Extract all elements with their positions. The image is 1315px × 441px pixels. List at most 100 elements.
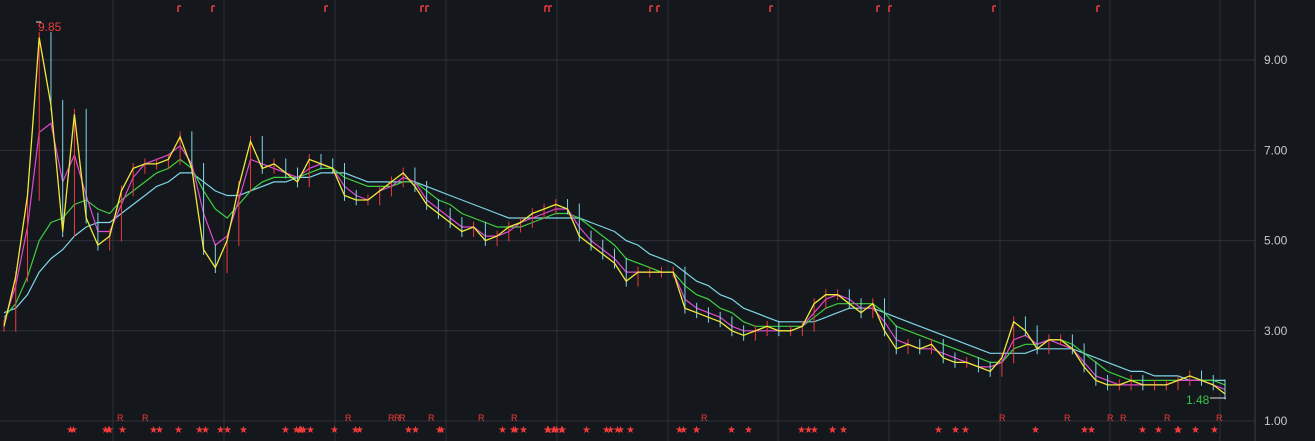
star-marker-56: ★ [828,425,837,436]
star-marker-47: ★ [679,425,688,436]
star-marker-68: ★ [1191,425,1200,436]
star-marker-38: ★ [557,425,566,436]
star-marker-23: ★ [355,425,364,436]
y-axis: 1.00 3.00 5.00 7.00 9.00 [1264,53,1288,428]
star-marker-14: ★ [281,425,290,436]
star-marker-30: ★ [511,425,520,436]
star-marker-35: ★ [549,425,558,436]
star-marker-66: ★ [1173,425,1182,436]
star-marker-17: ★ [296,425,305,436]
star-marker-6: ★ [149,425,158,436]
star-marker-40: ★ [582,425,591,436]
star-marker-60: ★ [961,425,970,436]
star-marker-51: ★ [744,425,753,436]
r-marker-0: R [117,413,124,423]
star-marker-15: ★ [292,425,301,436]
star-marker-28: ★ [498,425,507,436]
star-marker-7: ★ [155,425,164,436]
star-marker-33: ★ [543,425,552,436]
y-tick-label-2: 5.00 [1264,234,1288,248]
r-marker-4: R [394,413,401,423]
r-marker-10: R [999,413,1006,423]
max-price-label: 9.85 [38,20,62,34]
star-marker-29: ★ [509,425,518,436]
r-marker-12: R [1107,413,1114,423]
r-marker-14: R [1164,413,1171,423]
ma-mid-line [3,158,1226,386]
r-marker-5: R [399,413,406,423]
y-tick-label-3: 7.00 [1264,143,1288,157]
r-marker-13: R [1120,413,1127,423]
star-marker-43: ★ [613,425,622,436]
top-markers [177,5,1100,12]
star-marker-25: ★ [411,425,420,436]
star-marker-55: ★ [828,425,837,436]
star-marker-31: ★ [519,425,528,436]
star-marker-0: ★ [66,425,75,436]
star-marker-52: ★ [797,425,806,436]
y-tick-label-1: 3.00 [1264,324,1288,338]
star-marker-18: ★ [297,425,306,436]
star-marker-1: ★ [69,425,78,436]
star-marker-36: ★ [550,425,559,436]
r-marker-15: R [1216,413,1223,423]
star-marker-54: ★ [810,425,819,436]
star-marker-49: ★ [692,425,701,436]
star-marker-57: ★ [839,425,848,436]
star-marker-64: ★ [1138,425,1147,436]
star-marker-2: ★ [101,425,110,436]
y-tick-label-0: 1.00 [1264,414,1288,428]
star-marker-62: ★ [1080,425,1089,436]
star-marker-32: ★ [543,425,552,436]
star-marker-34: ★ [544,425,553,436]
series-layer [3,32,1226,400]
star-marker-44: ★ [616,425,625,436]
bottom-markers: ★★ ★★★ ★ ★★ ★ ★★ ★★ ★ ★ ★★★★★★ ★ ★★ ★★ ★★ ★ ★★ ★ ★★★★★★★★… [66,413,1223,436]
star-marker-69: ★ [1210,425,1219,436]
star-marker-5: ★ [118,425,127,436]
price-line [3,37,1226,395]
star-marker-37: ★ [552,425,561,436]
star-marker-53: ★ [804,425,813,436]
star-marker-16: ★ [295,425,304,436]
annotations: 9.85 1.48 [36,20,1226,407]
star-marker-46: ★ [675,425,684,436]
star-marker-9: ★ [195,425,204,436]
star-marker-48: ★ [692,425,701,436]
star-marker-45: ★ [626,425,635,436]
star-marker-8: ★ [174,425,183,436]
star-marker-11: ★ [216,425,225,436]
star-marker-50: ★ [727,425,736,436]
star-marker-13: ★ [239,425,248,436]
star-marker-59: ★ [951,425,960,436]
star-marker-12: ★ [223,425,232,436]
star-marker-10: ★ [201,425,210,436]
star-marker-21: ★ [330,425,339,436]
r-marker-7: R [478,413,485,423]
r-marker-9: R [701,413,708,423]
star-marker-3: ★ [104,425,113,436]
r-marker-8: R [511,413,518,423]
min-price-label: 1.48 [1186,393,1210,407]
star-marker-67: ★ [1174,425,1183,436]
star-marker-42: ★ [606,425,615,436]
star-marker-61: ★ [1031,425,1040,436]
star-marker-22: ★ [351,425,360,436]
star-marker-63: ★ [1087,425,1096,436]
ma-slow-line [3,172,1225,381]
star-marker-65: ★ [1154,425,1163,436]
star-marker-19: ★ [299,425,308,436]
star-marker-20: ★ [306,425,315,436]
star-marker-24: ★ [404,425,413,436]
r-marker-11: R [1064,413,1071,423]
star-marker-27: ★ [437,425,446,436]
r-marker-6: R [428,413,435,423]
r-marker-3: R [388,413,395,423]
r-marker-2: R [345,413,352,423]
star-marker-58: ★ [934,425,943,436]
star-marker-41: ★ [602,425,611,436]
y-tick-label-4: 9.00 [1264,53,1288,67]
star-marker-4: ★ [105,425,114,436]
star-marker-39: ★ [558,425,567,436]
